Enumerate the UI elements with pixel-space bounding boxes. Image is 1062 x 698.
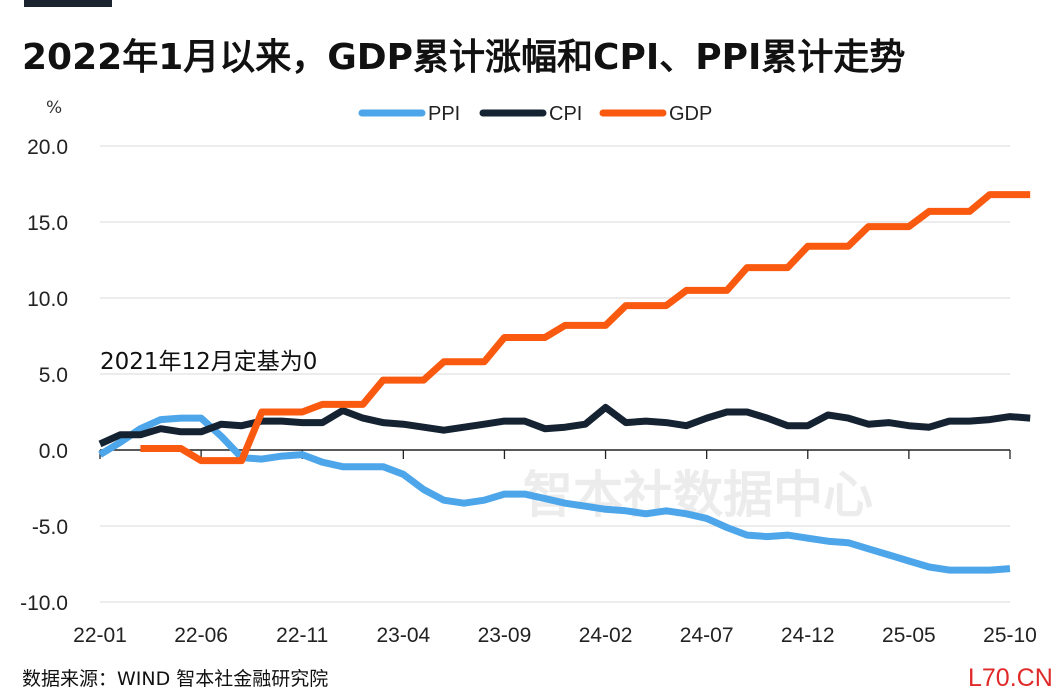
x-tick-label: 25-10 [983,624,1037,647]
legend-label-gdp: GDP [669,103,712,125]
title-accent-bar [24,0,112,7]
x-tick-label: 22-01 [73,624,127,647]
y-tick-label: 15.0 [27,212,68,235]
baseline-annotation: 2021年12月定基为0 [100,349,317,375]
legend-label-ppi: PPI [428,103,460,125]
x-tick-label: 22-06 [174,624,228,647]
x-tick-label: 25-05 [882,624,936,647]
x-tick-label: 22-11 [276,624,328,647]
x-tick-label: 24-07 [680,624,734,647]
x-tick-label: 23-04 [376,624,430,647]
y-tick-label: 0.0 [39,440,68,463]
y-tick-label: 5.0 [39,364,68,387]
data-source: 数据来源：WIND 智本社金融研究院 [22,668,329,690]
chart-title: 2022年1月以来，GDP累计涨幅和CPI、PPI累计走势 [22,37,906,78]
y-tick-label: 10.0 [27,288,68,311]
y-tick-label: -5.0 [32,516,68,539]
y-tick-label: -10.0 [20,592,68,615]
brand-watermark: L70.CN [968,664,1053,692]
x-tick-label: 24-12 [781,624,835,647]
y-axis-unit: % [46,98,62,118]
x-tick-label: 23-09 [478,624,532,647]
series-line-gdp [140,191,1031,465]
series-line-cpi [98,403,1031,448]
legend-label-cpi: CPI [549,103,582,125]
x-tick-label: 24-02 [579,624,633,647]
y-tick-label: 20.0 [27,136,68,159]
series-line-ppi [98,414,1011,574]
